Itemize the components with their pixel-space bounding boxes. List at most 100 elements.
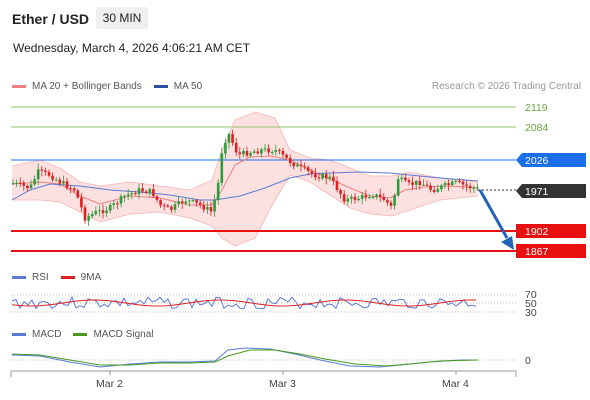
ma50-line (11, 171, 479, 201)
level-tag-1971: 1971 (516, 184, 586, 198)
candle-body (188, 200, 191, 202)
candle-body (393, 195, 396, 206)
candle-body (58, 179, 62, 184)
x-label-mar2: Mar 2 (96, 378, 123, 390)
bollinger-upper-line (11, 111, 479, 191)
rsi-label-70: 70 (525, 289, 537, 301)
candle-body (191, 200, 195, 202)
candle-body (112, 203, 116, 205)
candle-body (202, 204, 206, 210)
candle-body (144, 191, 148, 194)
candle-body (260, 149, 263, 154)
candle-body (364, 195, 368, 198)
x-label-mar4: Mar 4 (442, 378, 469, 390)
instrument-title: Ether / USD (12, 11, 90, 27)
candle-body (130, 193, 134, 195)
candle-body (177, 201, 180, 205)
candle-body (256, 151, 260, 154)
candle-body (152, 189, 155, 197)
legend-label: MA 50 (173, 81, 203, 92)
candle-body (278, 150, 281, 152)
candle-body (184, 201, 188, 204)
candle-body (40, 169, 44, 171)
candle-body (357, 198, 360, 201)
candle-body (123, 195, 126, 197)
candle-body (321, 174, 324, 179)
candle-body (458, 180, 461, 182)
candle-body (324, 174, 328, 179)
candle-body (252, 151, 256, 153)
legend-swatch (153, 85, 168, 88)
candle-body (148, 189, 152, 194)
level-label-2084: 2084 (525, 122, 549, 134)
legend-label: 9MA (80, 272, 102, 283)
candle-body (126, 194, 130, 196)
legend-label: RSI (32, 272, 49, 283)
candle-body (339, 190, 342, 195)
timestamp: Wednesday, March 4, 2026 4:06:21 AM CET (13, 41, 251, 55)
candle-body (378, 194, 382, 197)
candlestick-series (11, 129, 479, 226)
candle-body (238, 152, 242, 155)
candle-body (396, 179, 400, 196)
candle-body (213, 200, 216, 212)
candle-body (436, 189, 440, 192)
candle-body (101, 210, 105, 214)
candle-body (472, 187, 476, 189)
svg-text:2026: 2026 (525, 155, 549, 167)
legend-swatch (73, 333, 88, 336)
bollinger-band-fill (12, 112, 478, 246)
candle-body (296, 164, 299, 167)
rsi-label-30: 30 (525, 307, 537, 319)
candle-body (306, 167, 310, 171)
candle-body (447, 183, 450, 186)
candle-body (303, 166, 306, 168)
candle-body (375, 194, 378, 197)
candle-body (173, 204, 177, 210)
candle-body (134, 193, 137, 195)
candle-body (335, 180, 339, 191)
candle-body (105, 210, 108, 214)
legend-item-macd-signal: MACD Signal (73, 329, 153, 340)
candle-body (281, 150, 285, 155)
candle-body (314, 173, 317, 178)
candle-body (234, 142, 238, 153)
candle-body (83, 207, 87, 221)
svg-text:1902: 1902 (525, 226, 549, 238)
svg-text:1867: 1867 (525, 246, 549, 258)
candle-body (292, 162, 296, 167)
candle-body (425, 184, 429, 186)
candle-body (353, 196, 357, 201)
rsi-9ma-line (11, 299, 477, 307)
candle-body (137, 188, 141, 195)
candle-body (36, 169, 40, 180)
candle-body (245, 150, 249, 156)
candle-body (119, 196, 123, 204)
candle-body (69, 188, 72, 190)
candle-body (51, 175, 54, 180)
timeframe-button[interactable]: 30 MIN (96, 7, 148, 29)
candle-body (346, 198, 350, 202)
legend-item-9ma: 9MA (60, 272, 102, 283)
candle-body (159, 200, 162, 206)
candle-body (386, 200, 389, 203)
main-legend: MA 20 + Bollinger Bands MA 50 (12, 81, 214, 92)
legend-swatch (12, 85, 26, 88)
candle-body (371, 196, 375, 198)
candle-body (476, 187, 479, 189)
candle-body (382, 196, 386, 201)
macd-signal-line (11, 349, 479, 367)
candle-body (360, 195, 364, 199)
candle-body (80, 197, 83, 208)
legend-label: MACD (32, 329, 62, 340)
candle-body (29, 184, 33, 189)
candle-body (195, 200, 198, 203)
candle-body (108, 204, 112, 211)
candle-body (263, 148, 267, 150)
legend-item-macd: MACD (12, 329, 61, 340)
legend-label: MACD Signal (93, 329, 154, 340)
candle-body (404, 177, 407, 181)
candle-body (468, 185, 472, 189)
rsi-line (11, 295, 477, 310)
